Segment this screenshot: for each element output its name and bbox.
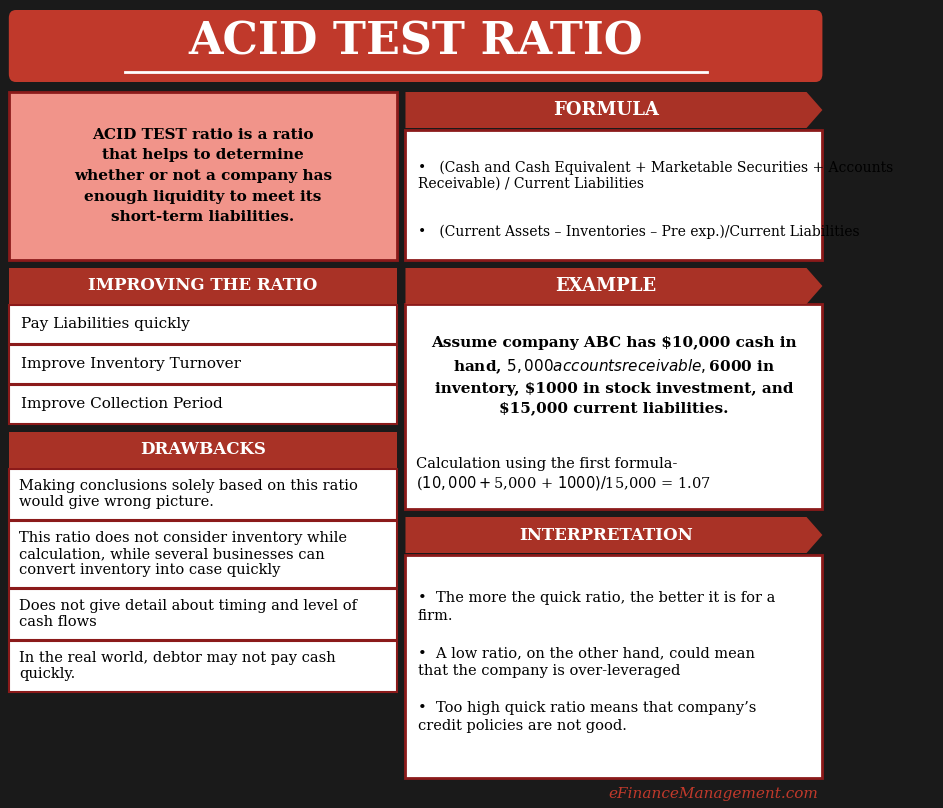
FancyBboxPatch shape xyxy=(8,385,397,424)
FancyBboxPatch shape xyxy=(405,130,822,260)
Text: Calculation using the first formula-
($10,000 + $5,000 + $1000)/ $15,000 = 1.07: Calculation using the first formula- ($1… xyxy=(416,457,711,491)
Text: Does not give detail about timing and level of
cash flows: Does not give detail about timing and le… xyxy=(20,599,357,629)
FancyBboxPatch shape xyxy=(8,641,397,692)
Text: Improve Inventory Turnover: Improve Inventory Turnover xyxy=(21,357,241,371)
Text: INTERPRETATION: INTERPRETATION xyxy=(520,527,693,544)
FancyBboxPatch shape xyxy=(8,589,397,640)
FancyBboxPatch shape xyxy=(8,521,397,588)
FancyBboxPatch shape xyxy=(405,555,822,778)
Text: eFinanceManagement.com: eFinanceManagement.com xyxy=(608,787,818,801)
FancyBboxPatch shape xyxy=(8,469,397,520)
FancyBboxPatch shape xyxy=(8,92,397,260)
Text: EXAMPLE: EXAMPLE xyxy=(555,277,656,295)
Polygon shape xyxy=(405,517,822,553)
FancyBboxPatch shape xyxy=(8,268,397,304)
FancyBboxPatch shape xyxy=(8,345,397,384)
Text: Assume company ABC has $10,000 cash in
hand, $5,000 accounts receivable, $6000 i: Assume company ABC has $10,000 cash in h… xyxy=(431,336,797,415)
FancyBboxPatch shape xyxy=(8,10,822,82)
Text: •   (Cash and Cash Equivalent + Marketable Securities + Accounts
Receivable) / C: • (Cash and Cash Equivalent + Marketable… xyxy=(418,160,893,191)
Text: FORMULA: FORMULA xyxy=(553,101,659,119)
Text: In the real world, debtor may not pay cash
quickly.: In the real world, debtor may not pay ca… xyxy=(20,651,336,681)
FancyBboxPatch shape xyxy=(8,432,397,468)
Polygon shape xyxy=(405,268,822,304)
Text: Pay Liabilities quickly: Pay Liabilities quickly xyxy=(21,317,190,331)
FancyBboxPatch shape xyxy=(8,305,397,344)
Text: ACID TEST RATIO: ACID TEST RATIO xyxy=(189,20,643,64)
Text: •  The more the quick ratio, the better it is for a
firm.

•  A low ratio, on th: • The more the quick ratio, the better i… xyxy=(418,591,775,734)
Text: IMPROVING THE RATIO: IMPROVING THE RATIO xyxy=(88,277,318,294)
Text: Making conclusions solely based on this ratio
would give wrong picture.: Making conclusions solely based on this … xyxy=(20,479,358,509)
FancyBboxPatch shape xyxy=(405,304,822,509)
Text: •   (Current Assets – Inventories – Pre exp.)/Current Liabilities: • (Current Assets – Inventories – Pre ex… xyxy=(418,224,859,238)
Text: DRAWBACKS: DRAWBACKS xyxy=(140,441,266,458)
Text: ACID TEST ratio is a ratio
that helps to determine
whether or not a company has
: ACID TEST ratio is a ratio that helps to… xyxy=(74,128,332,224)
Polygon shape xyxy=(405,92,822,128)
Text: Improve Collection Period: Improve Collection Period xyxy=(21,397,223,411)
Text: This ratio does not consider inventory while
calculation, while several business: This ratio does not consider inventory w… xyxy=(20,531,347,577)
